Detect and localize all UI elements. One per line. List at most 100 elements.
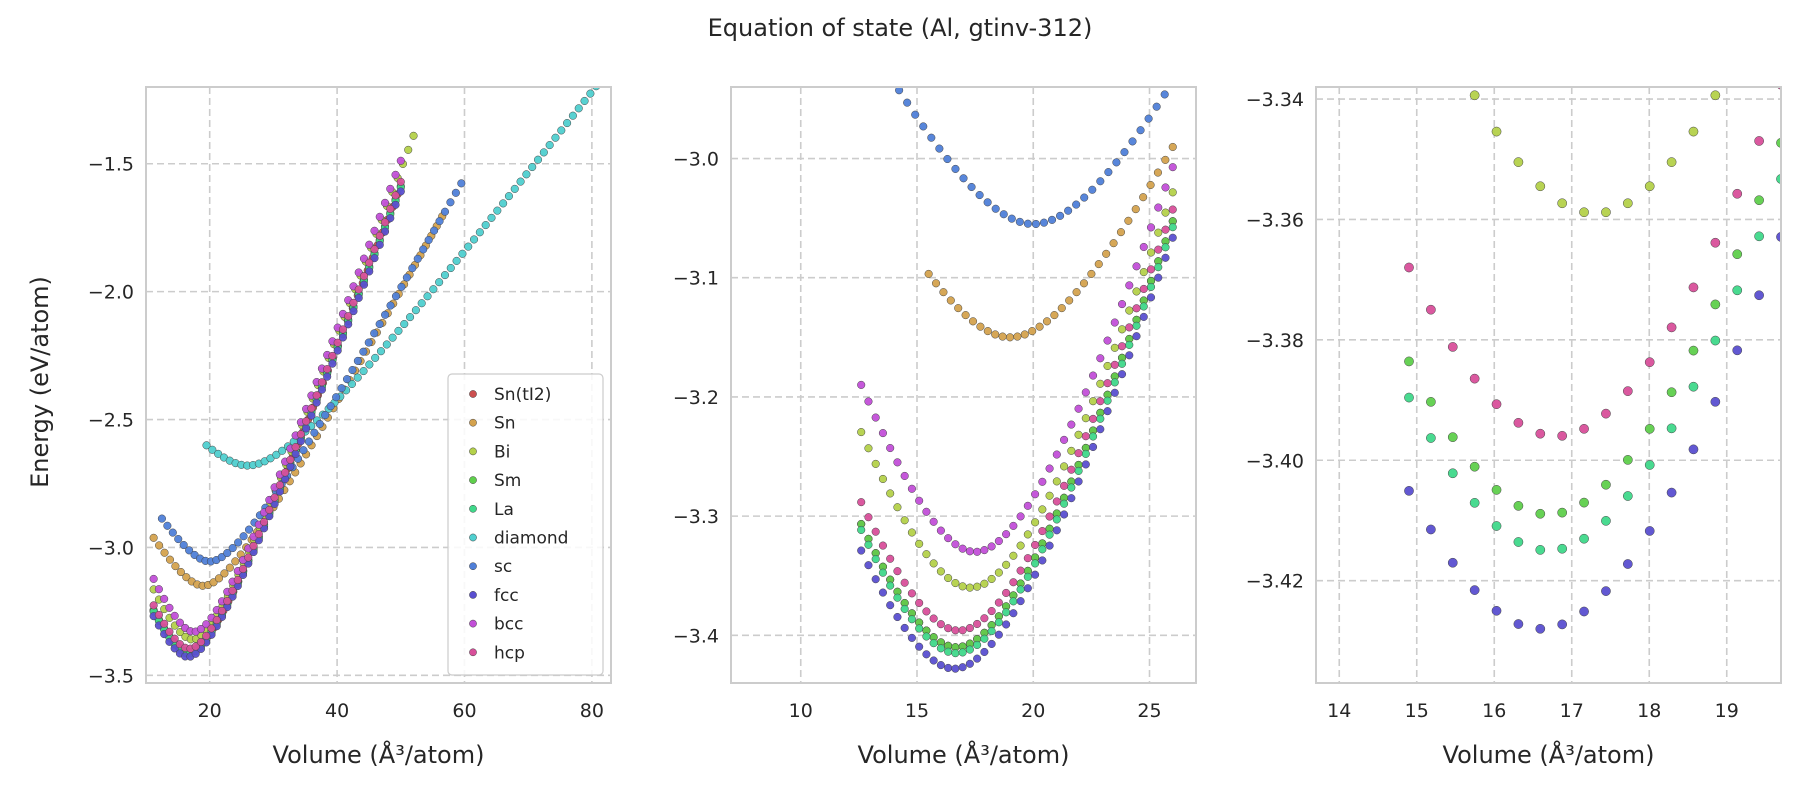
data-point (1601, 479, 1611, 490)
data-point (1447, 557, 1458, 568)
data-point (1139, 193, 1148, 202)
series-hcp (149, 177, 405, 653)
data-point (214, 449, 223, 458)
data-point (249, 541, 258, 550)
y-axis-label: Energy (eV/atom) (26, 276, 54, 488)
data-point (1096, 397, 1105, 406)
legend-marker (469, 562, 477, 571)
data-point (1128, 137, 1137, 146)
data-point (1168, 188, 1177, 197)
series-la (1404, 174, 1781, 555)
data-point (1125, 306, 1134, 315)
data-point (1491, 399, 1502, 410)
data-point (1161, 253, 1170, 262)
data-point (1136, 126, 1145, 135)
data-point (951, 579, 960, 588)
data-point (165, 627, 174, 636)
data-point (1002, 588, 1011, 597)
data-point (1072, 200, 1081, 209)
data-point (1146, 223, 1156, 232)
data-point (1074, 466, 1083, 475)
data-point (980, 647, 989, 657)
data-point (1154, 263, 1163, 272)
x-tick-label: 17 (1560, 700, 1584, 722)
data-point (551, 133, 560, 142)
y-tick-label: −3.38 (1246, 330, 1304, 352)
data-point (1161, 225, 1170, 234)
data-point (1146, 180, 1155, 190)
data-point (1404, 392, 1414, 403)
data-point (1710, 299, 1721, 310)
legend-label: La (494, 500, 514, 520)
data-point (424, 235, 433, 245)
data-point (1060, 510, 1069, 519)
x-tick-label: 19 (1715, 700, 1739, 722)
data-point (404, 145, 413, 154)
data-point (408, 264, 417, 273)
plot-frame (1315, 86, 1782, 684)
data-point (1491, 605, 1502, 616)
data-point (1109, 239, 1118, 248)
data-point (191, 642, 200, 651)
data-point (1154, 245, 1163, 254)
data-point (1038, 545, 1047, 554)
data-point (516, 177, 525, 186)
series-fcc (149, 187, 405, 661)
data-point (954, 304, 963, 313)
data-point (1579, 533, 1589, 544)
y-tick-label: −3.34 (1246, 89, 1304, 111)
data-point (528, 162, 537, 172)
data-point (365, 267, 374, 276)
data-point (958, 626, 967, 635)
data-point (446, 198, 455, 207)
data-point (1447, 432, 1458, 442)
data-point (1579, 497, 1589, 508)
data-point (1754, 195, 1764, 206)
data-point (961, 311, 970, 320)
data-point (165, 603, 174, 612)
data-point (951, 164, 960, 173)
data-point (223, 548, 232, 558)
data-point (1557, 198, 1568, 209)
data-point (1644, 526, 1655, 536)
data-point (170, 611, 179, 620)
legend-label: Sm (494, 471, 521, 491)
data-point (299, 446, 308, 455)
subplot-3: 14 15 16 17 18 19 −3.42 −3.40 −3.38 −3.36 −3.34 Vol… (1246, 86, 1782, 769)
data-point (406, 313, 415, 322)
data-point (1557, 507, 1568, 518)
data-point (1117, 359, 1127, 368)
data-point (900, 578, 909, 587)
data-point (1009, 609, 1018, 618)
data-point (943, 154, 952, 164)
data-point (1688, 282, 1699, 293)
data-point (155, 541, 164, 550)
data-point (202, 441, 211, 450)
data-point (302, 417, 311, 426)
data-point (887, 74, 895, 82)
data-point (333, 346, 342, 355)
subplots: 20 40 60 80 −3.5 −3.0 −2.5 −2.0 −1.5 Volume (Å³/a… (88, 74, 1782, 769)
data-point (238, 564, 248, 573)
data-point (1096, 414, 1105, 423)
data-point (160, 619, 169, 628)
data-point (1469, 90, 1480, 101)
data-point (980, 634, 989, 643)
data-point (312, 391, 321, 400)
data-point (1169, 78, 1177, 86)
data-point (939, 288, 948, 297)
data-point (929, 614, 938, 623)
legend-label: hcp (494, 643, 525, 663)
data-point (1035, 322, 1044, 331)
data-point (487, 213, 496, 222)
data-point (234, 538, 243, 547)
data-point (154, 585, 163, 594)
series-bcc (857, 163, 1177, 556)
data-point (878, 588, 887, 597)
data-point (1117, 325, 1127, 334)
data-point (900, 604, 909, 614)
x-tick-label: 25 (1137, 700, 1161, 722)
data-point (936, 661, 945, 670)
series-sc (157, 179, 466, 566)
